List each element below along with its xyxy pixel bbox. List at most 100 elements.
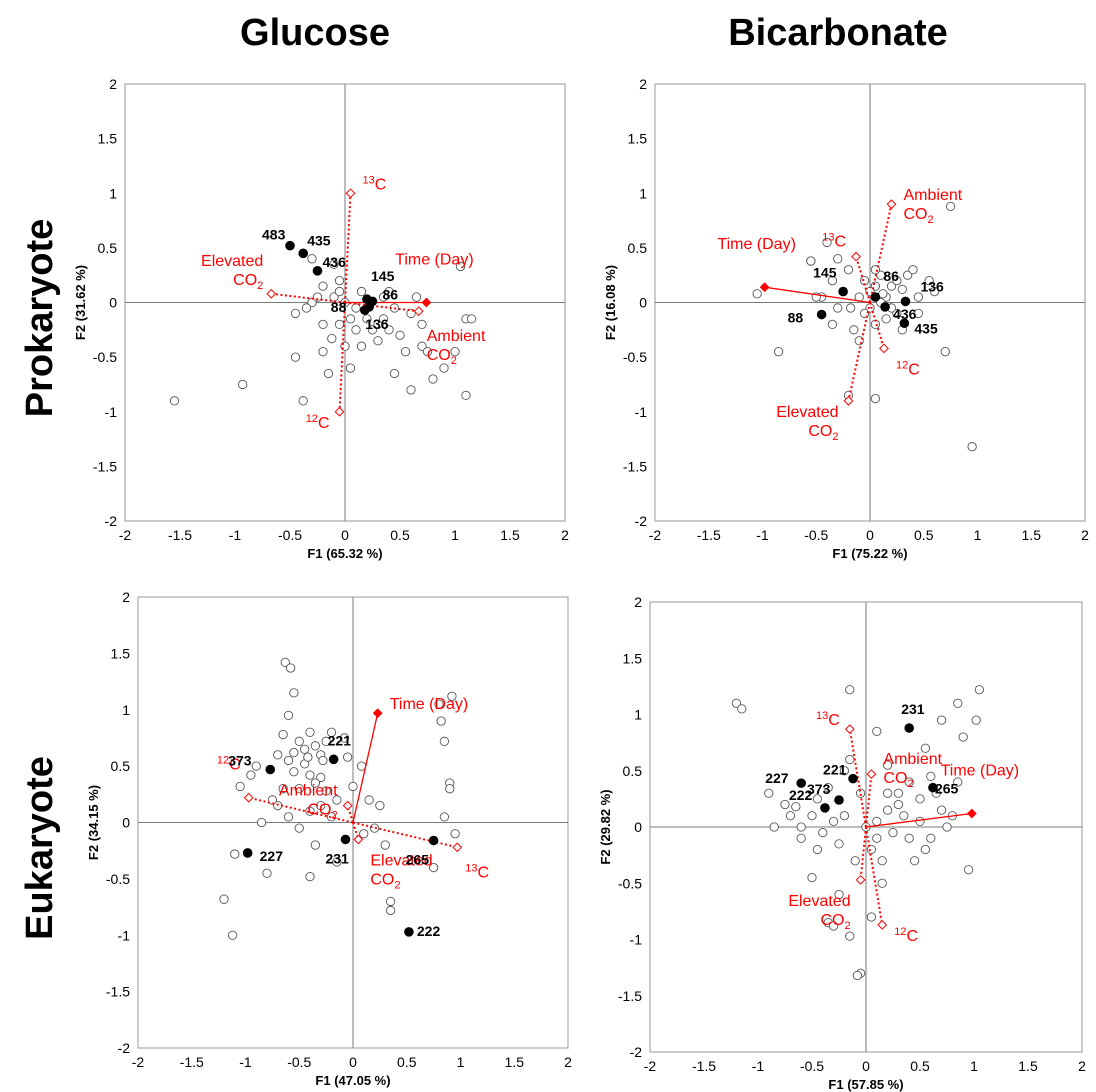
open-point: [351, 303, 361, 313]
labeled-point: [340, 834, 351, 845]
vector-endpoint-marker: [879, 343, 889, 354]
pca-panels: -2 -1.5 -1 -0.5 0 0.5 1 1.5 2 -2 -1.5 -1 -0.5 0 0.5 1 1.…: [73, 76, 1089, 1092]
open-point: [843, 265, 854, 275]
open-point: [785, 811, 796, 821]
vector-endpoint-marker: [345, 188, 356, 199]
point-label: 136: [920, 278, 944, 294]
open-point: [882, 788, 893, 798]
open-point: [385, 905, 396, 916]
open-point: [307, 254, 317, 264]
open-point: [846, 303, 856, 313]
labeled-point: [870, 292, 881, 302]
y-axis-label: F2 (16.08 %): [603, 265, 618, 340]
labeled-point: [900, 296, 911, 307]
column-title-glucose: Glucose: [240, 12, 390, 54]
point-label: 373: [807, 781, 831, 797]
point-label: 86: [883, 268, 899, 284]
open-point: [455, 261, 466, 272]
y-tick-label: 1: [639, 185, 647, 201]
x-tick-label: 1.5: [505, 1054, 525, 1070]
open-point: [375, 800, 385, 811]
x-tick-label: 0: [349, 1054, 357, 1070]
x-tick-label: -2: [649, 527, 662, 543]
labeled-point: [265, 764, 276, 775]
open-point: [285, 663, 296, 673]
vector-label: Elevated CO2: [776, 404, 838, 443]
open-point: [764, 788, 774, 798]
labeled-point: [904, 723, 915, 733]
open-point: [289, 688, 299, 698]
open-point: [886, 281, 897, 291]
open-point: [273, 750, 283, 760]
open-point: [855, 788, 866, 798]
open-point: [310, 741, 321, 751]
vector-endpoint-marker: [243, 792, 254, 803]
vector-endpoint-marker: [413, 306, 424, 317]
open-point: [400, 347, 411, 357]
loading-vector: [344, 193, 352, 303]
open-point: [332, 795, 342, 805]
chart-panel-4: -2 -1.5 -1 -0.5 0 0.5 1 1.5 2 -2 -1.5 -1 -0.5 0 0.5 1 1.…: [598, 594, 1086, 1092]
open-point: [169, 396, 180, 406]
x-axis-label: F1 (47.05 %): [315, 1073, 390, 1088]
open-point: [870, 393, 881, 404]
point-label: 221: [823, 762, 847, 778]
open-point: [378, 292, 389, 302]
open-point: [326, 727, 337, 737]
open-point: [434, 699, 444, 709]
vector-label: Elevated CO2: [370, 852, 432, 891]
open-point: [436, 716, 446, 726]
open-point: [893, 799, 904, 810]
labeled-point: [796, 778, 807, 788]
x-tick-label: 2: [1078, 1058, 1086, 1074]
vector-endpoint-marker: [759, 282, 770, 293]
open-point: [902, 270, 913, 280]
open-point: [289, 767, 299, 777]
open-point: [356, 341, 367, 351]
open-point: [345, 363, 356, 373]
open-point: [866, 912, 877, 922]
x-tick-label: -2: [119, 527, 132, 543]
labeled-point: [834, 795, 844, 805]
y-tick-label: -1.5: [618, 988, 642, 1004]
open-point: [369, 823, 380, 833]
labeled-point: [312, 266, 323, 276]
open-point: [384, 286, 394, 297]
open-point: [235, 781, 245, 792]
open-point: [362, 314, 372, 324]
open-point: [450, 829, 460, 839]
y-axis-label: F2 (29.82 %): [598, 789, 613, 864]
open-point: [908, 265, 918, 275]
x-tick-label: -1: [229, 527, 242, 543]
y-tick-label: -1: [118, 927, 131, 943]
y-tick-label: 0.5: [628, 240, 648, 256]
chart-panel-1: -2 -1.5 -1 -0.5 0 0.5 1 1.5 2 -2 -1.5 -1 -0.5 0 0.5 1 1.…: [73, 76, 569, 561]
open-point: [329, 259, 339, 269]
loading-vector: [352, 712, 379, 823]
open-point: [913, 292, 924, 302]
point-label: 221: [328, 732, 352, 748]
y-tick-label: -1.5: [623, 458, 647, 474]
open-point: [256, 817, 267, 828]
open-point: [428, 374, 438, 384]
open-point: [329, 292, 339, 302]
x-tick-label: 1.5: [1022, 527, 1042, 543]
open-point: [251, 761, 261, 771]
y-axis-label: F2 (34.15 %): [86, 785, 101, 860]
open-point: [828, 921, 839, 931]
open-point: [301, 303, 312, 313]
point-label: 222: [789, 787, 813, 803]
loading-vector: [855, 256, 871, 303]
open-point: [373, 336, 383, 346]
chart-panel-2: -2 -1.5 -1 -0.5 0 0.5 1 1.5 2 -2 -1.5 -1 -0.5 0 0.5 1 1.…: [603, 76, 1089, 561]
loading-vector: [869, 302, 885, 349]
vector-label: Ambient CO2: [279, 783, 338, 822]
labeled-point: [242, 848, 253, 858]
vector-endpoint-marker: [851, 251, 861, 262]
vector-label: Elevated CO2: [788, 893, 850, 932]
open-point: [909, 856, 920, 866]
open-point: [280, 657, 290, 668]
x-tick-label: 0: [866, 527, 874, 543]
x-tick-label: 1.5: [1018, 1058, 1038, 1074]
open-point: [334, 275, 345, 286]
